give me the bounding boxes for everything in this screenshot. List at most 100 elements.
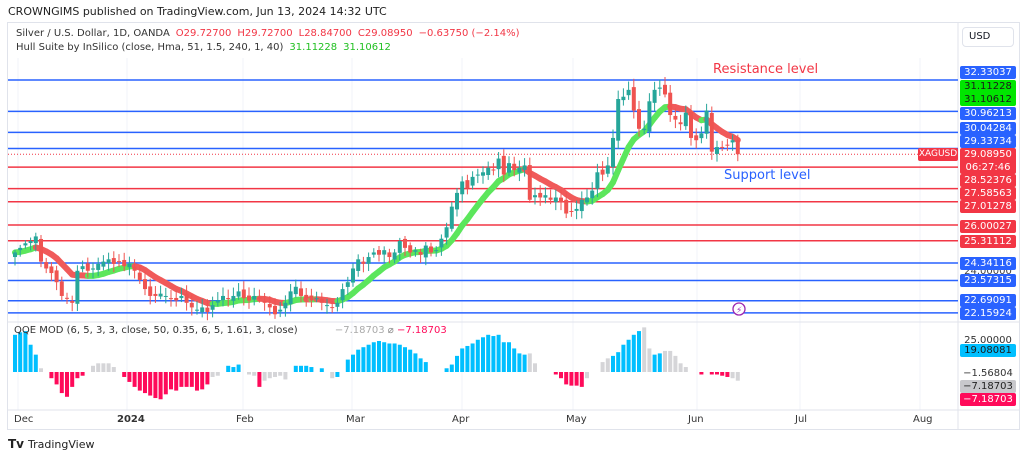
candle-body [49, 266, 54, 274]
indicator-value-1: 31.11228 [289, 42, 338, 53]
qqe-bar [423, 362, 428, 372]
time-label: Mar [346, 414, 365, 425]
resistance-annotation: Resistance level [713, 62, 819, 77]
candle-body [715, 147, 719, 154]
candle-body [278, 309, 283, 312]
candle-body [101, 261, 106, 267]
qqe-bar [247, 372, 251, 375]
qqe-bar [262, 372, 267, 381]
candle-body [527, 165, 532, 200]
qqe-bar [631, 334, 636, 372]
candle-body [455, 192, 459, 210]
qqe-bar [39, 368, 43, 372]
price-label: 28.52376 [960, 174, 1016, 187]
candle-body [512, 163, 517, 171]
candle-body [611, 137, 615, 168]
candle-body [673, 115, 678, 120]
currency-button[interactable]: USD [962, 27, 1014, 47]
qqe-bar [647, 348, 652, 372]
price-label: 25.31112 [960, 235, 1016, 248]
qqe-bar [611, 355, 615, 372]
qqe-bar [481, 337, 485, 372]
candle-body [143, 279, 147, 290]
candle-body [460, 181, 465, 195]
candle-body [449, 206, 454, 229]
candle-body [730, 140, 735, 143]
qqe-bar [184, 372, 189, 387]
candle-body [678, 122, 683, 125]
qqe-bar [642, 327, 647, 372]
qqe-bar [382, 342, 387, 372]
qqe-bar [455, 355, 459, 372]
candle-body [304, 294, 309, 299]
qqe-bar [507, 342, 511, 372]
candle-body [517, 167, 522, 173]
qqe-bar [236, 364, 241, 372]
candle-body [210, 305, 215, 310]
candle-body [397, 240, 402, 253]
candle-body [200, 307, 205, 313]
price-label: 27.58563 [960, 187, 1016, 200]
time-label: May [566, 414, 587, 425]
qqe-bar [475, 339, 480, 372]
time-label: Dec [14, 414, 34, 425]
candle-body [309, 295, 314, 301]
candle-body [85, 263, 90, 271]
qqe-bar [683, 367, 688, 372]
empty-set-icon: ⌀ [387, 325, 394, 336]
qqe-bar [101, 363, 106, 372]
qqe-bar [361, 347, 366, 372]
candle-body [163, 295, 168, 297]
qqe-bar [226, 365, 231, 372]
time-label: Jun [688, 414, 704, 425]
candle-body [439, 238, 444, 248]
candle-body [59, 281, 64, 296]
qqe-bar [210, 372, 215, 377]
qqe-bar [132, 372, 137, 387]
qqe-bar [657, 353, 662, 372]
qqe-bar [678, 363, 683, 372]
candle-body [262, 300, 267, 303]
qqe-value-1: −7.18703 [334, 325, 385, 336]
qqe-bar [13, 334, 17, 372]
candle-body [553, 197, 558, 203]
candle-body [663, 84, 667, 95]
qqe-tick: −1.56804 [963, 368, 1013, 379]
price-label: 32.33037 [960, 66, 1016, 79]
candle-body [709, 112, 714, 152]
qqe-bar [299, 365, 303, 372]
candle-body [600, 169, 605, 175]
close-value: C29.08950 [357, 28, 413, 39]
candle-body [377, 250, 381, 255]
tradingview-logo-icon: 𝗧𝘃 [8, 437, 25, 451]
qqe-bar [106, 363, 111, 372]
candle-body [470, 176, 475, 186]
qqe-bar [345, 359, 350, 372]
candle-body [683, 112, 688, 127]
qqe-bar [356, 349, 361, 372]
qqe-bar [522, 354, 527, 372]
candle-body [293, 286, 298, 295]
candle-body [704, 110, 709, 134]
qqe-bar [533, 363, 537, 372]
candle-body [475, 174, 480, 176]
candle-body [33, 236, 38, 244]
change-value: −0.63750 (−2.14%) [418, 28, 520, 39]
qqe-bar [397, 344, 402, 372]
qqe-bar [231, 367, 236, 372]
price-label: 24.34116 [960, 257, 1016, 270]
candle-body [533, 195, 537, 198]
qqe-bar [111, 367, 116, 372]
candle-body [283, 302, 288, 309]
qqe-bar [699, 372, 704, 375]
qqe-bar [517, 353, 522, 372]
candle-body [132, 266, 137, 271]
candle-body [345, 282, 350, 287]
price-label: 22.15924 [960, 307, 1016, 320]
candle-body [127, 263, 132, 268]
qqe-bar [460, 348, 465, 372]
qqe-bar [501, 342, 506, 372]
candle-body [137, 272, 142, 280]
candle-body [174, 297, 179, 301]
